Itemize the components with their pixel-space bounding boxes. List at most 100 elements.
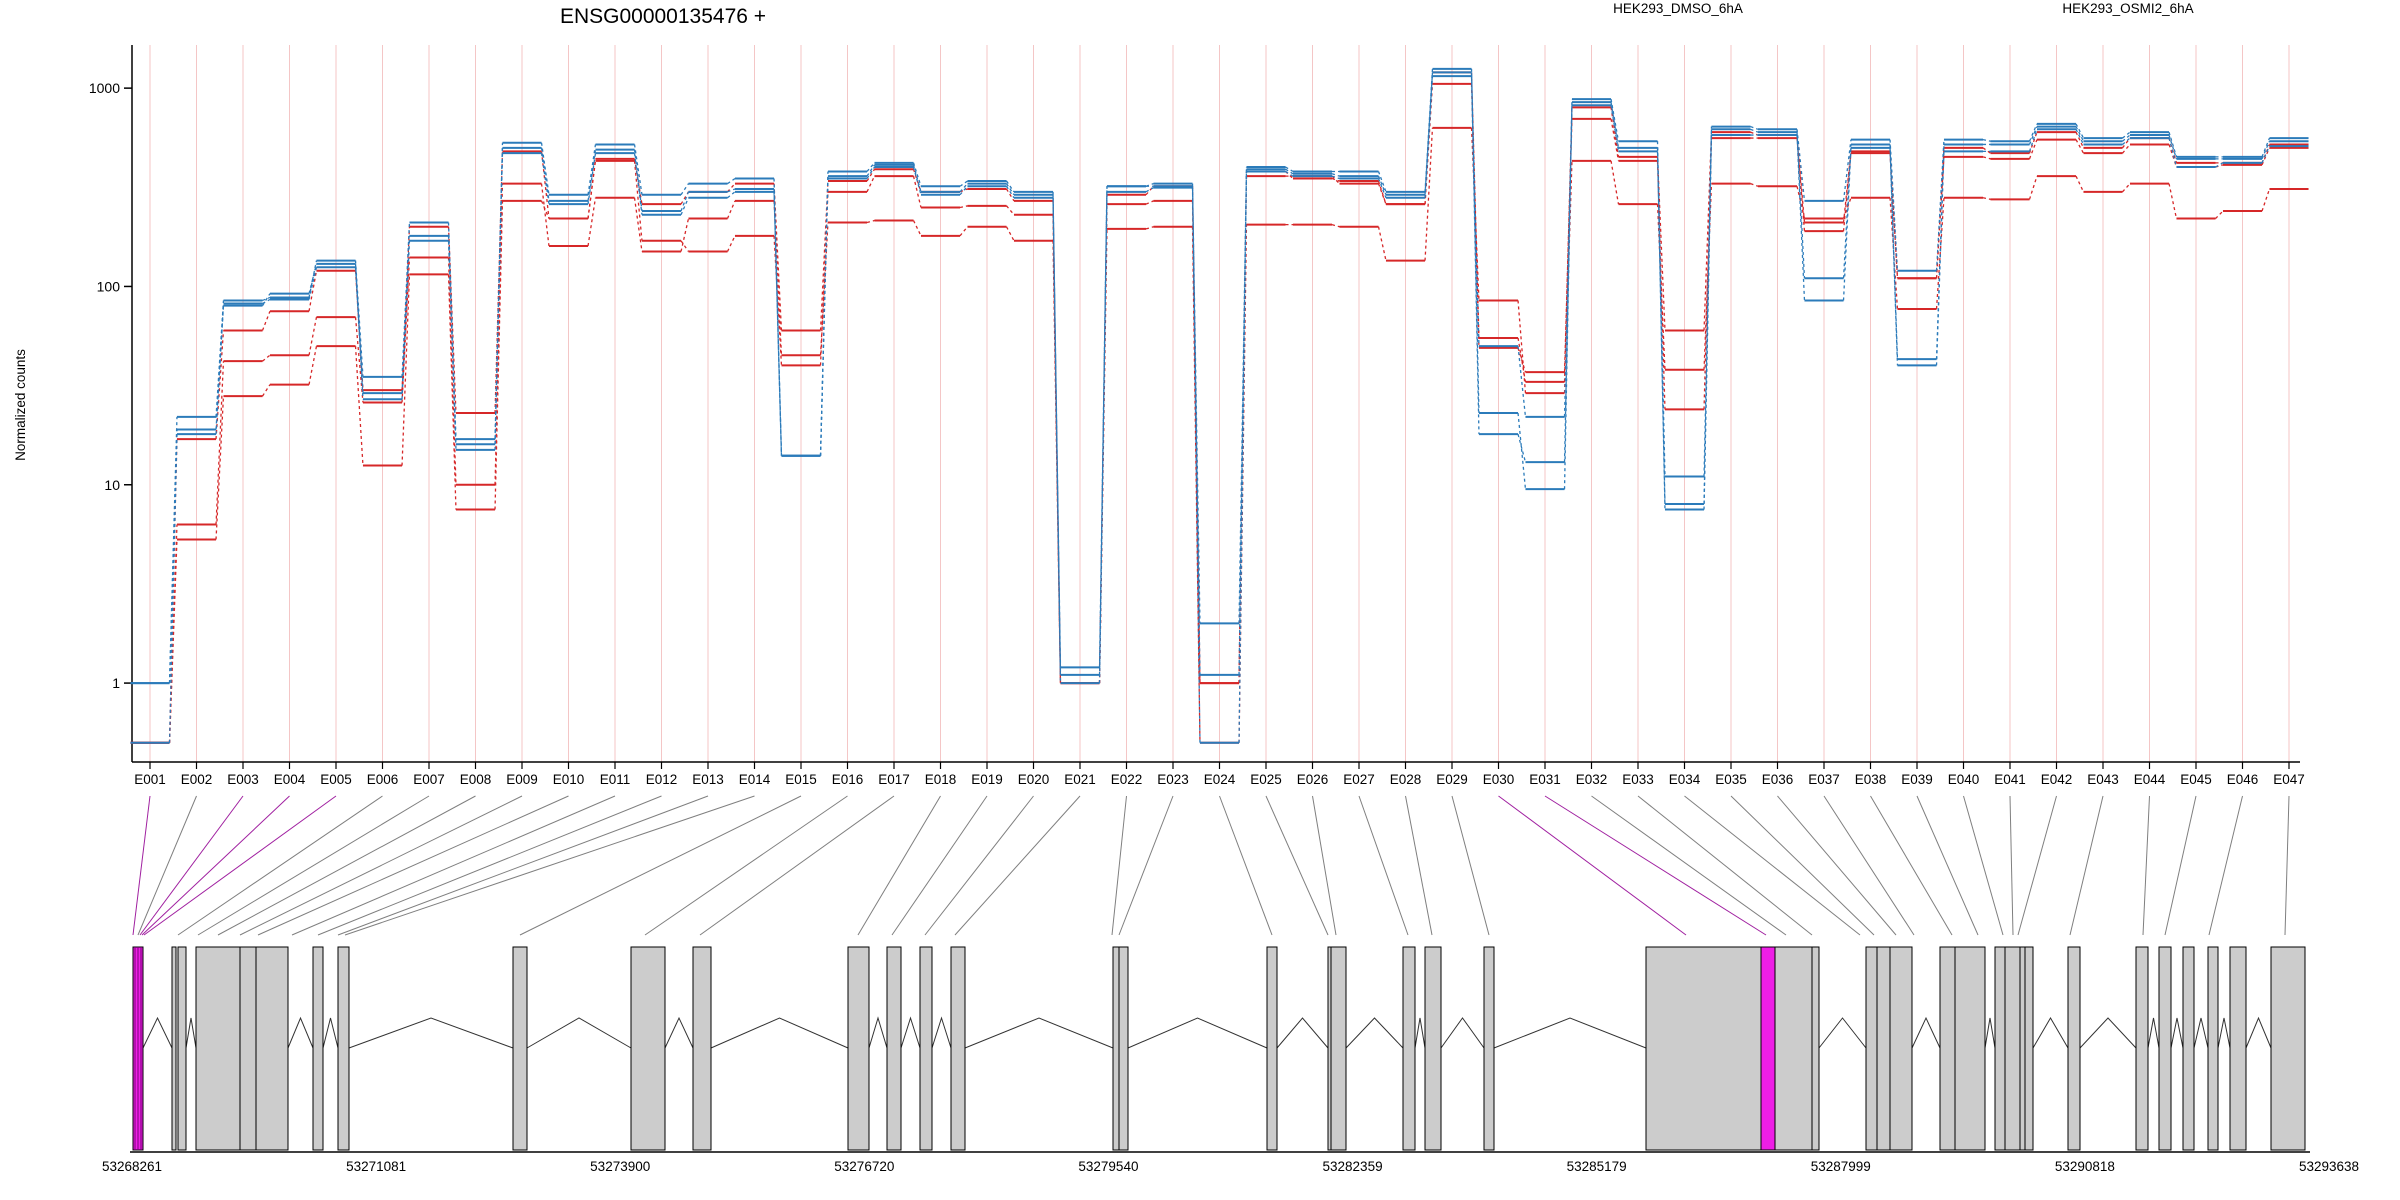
x-tick-label-E034: E034 bbox=[1669, 772, 1701, 787]
connector-E002 bbox=[137, 795, 197, 936]
connector-E025 bbox=[1265, 795, 1329, 936]
x-tick-label-E001: E001 bbox=[134, 772, 166, 787]
connector-E016 bbox=[644, 795, 848, 936]
series-connector-E020 bbox=[1052, 194, 1062, 675]
x-tick-label-E041: E041 bbox=[1994, 772, 2026, 787]
series-connector-E002 bbox=[215, 396, 225, 540]
exon-box-E027 bbox=[1811, 946, 1820, 1151]
connector-E010 bbox=[257, 795, 569, 936]
series-connector-E012 bbox=[680, 197, 690, 215]
intron-40 bbox=[2217, 1017, 2231, 1049]
series-connector-E006 bbox=[401, 240, 411, 400]
series-connector-E013 bbox=[726, 235, 736, 252]
series-connector-E013 bbox=[726, 200, 736, 219]
exon-box-E041 bbox=[2207, 946, 2219, 1151]
exon-box-E003 bbox=[177, 946, 187, 1151]
exon-box-E025 bbox=[1760, 946, 1776, 1151]
x-tick-label-E040: E040 bbox=[1948, 772, 1980, 787]
series-connector-E043 bbox=[2122, 144, 2131, 154]
x-tick-label-E003: E003 bbox=[227, 772, 259, 787]
connector-E021 bbox=[954, 795, 1081, 936]
series-connector-E005 bbox=[354, 267, 364, 400]
connector-E031 bbox=[1544, 795, 1767, 936]
x-tick-label-E042: E042 bbox=[2041, 772, 2073, 787]
grid-lines bbox=[149, 45, 2290, 762]
connector-E046 bbox=[2208, 795, 2243, 936]
series-connector-E010 bbox=[587, 149, 597, 201]
y-axis: 1 10 100 1000 bbox=[89, 45, 133, 762]
series-connector-E040 bbox=[1982, 156, 1991, 160]
x-tick-label-E002: E002 bbox=[181, 772, 213, 787]
series-connector-E023 bbox=[1191, 187, 1201, 743]
series-connector-E003 bbox=[262, 354, 271, 362]
intron-13 bbox=[931, 1016, 952, 1049]
intron-36 bbox=[2079, 1017, 2137, 1049]
series-connector-E026 bbox=[1331, 175, 1340, 185]
series-connector-E012 bbox=[680, 183, 690, 196]
series-connector-E010 bbox=[587, 153, 597, 205]
connector-E026 bbox=[1312, 795, 1337, 936]
genome-tick-1: 53271081 bbox=[346, 1159, 406, 1174]
x-tick-label-E010: E010 bbox=[553, 772, 585, 787]
series-connector-E019 bbox=[1005, 226, 1015, 242]
series-connector-E009 bbox=[540, 183, 550, 247]
intron-20 bbox=[1414, 1017, 1426, 1049]
series-connector-E012 bbox=[680, 191, 690, 205]
series-connector-E009 bbox=[540, 151, 550, 219]
series-connector-E019 bbox=[1005, 188, 1015, 202]
genome-axis: 53268261 53271081 53273900 53276720 53279540… bbox=[102, 1151, 2359, 1174]
series-connector-E016 bbox=[866, 168, 876, 182]
series-connector-E034 bbox=[1703, 135, 1713, 510]
legend-dmso[interactable]: HEK293_DMSO_6hA bbox=[1613, 1, 1743, 16]
exon-box-E014 bbox=[919, 946, 933, 1151]
exon-box-E030 bbox=[1889, 946, 1913, 1151]
series-connector-E027 bbox=[1377, 180, 1387, 205]
series-connector-E039 bbox=[1935, 139, 1945, 271]
x-tick-label-E024: E024 bbox=[1204, 772, 1236, 787]
exon-box-E011 bbox=[692, 946, 712, 1151]
connector-E042 bbox=[2017, 795, 2057, 936]
series-connector-E013 bbox=[727, 188, 736, 193]
x-tick-label-E031: E031 bbox=[1529, 772, 1561, 787]
connector-E044 bbox=[2142, 795, 2150, 936]
x-tick-label-E033: E033 bbox=[1622, 772, 1654, 787]
series-connector-E032 bbox=[1610, 107, 1620, 158]
exon-box-E033 bbox=[1994, 946, 2006, 1151]
x-tick-label-E017: E017 bbox=[878, 772, 910, 787]
series-connector-E021 bbox=[1098, 191, 1108, 684]
series-connector-E034 bbox=[1703, 183, 1713, 370]
series-connector-E035 bbox=[1750, 128, 1759, 133]
series-connector-E003 bbox=[262, 296, 271, 302]
series-connector-E028 bbox=[1424, 72, 1434, 195]
series-connector-E017 bbox=[912, 169, 922, 193]
series-connector-E017 bbox=[912, 166, 922, 195]
x-tick-label-E044: E044 bbox=[2134, 772, 2166, 787]
connector-E001 bbox=[132, 795, 151, 936]
series-connector-E003 bbox=[261, 293, 271, 307]
series-connector-E036 bbox=[1796, 132, 1806, 279]
y-tick-label-1000: 1000 bbox=[89, 80, 120, 96]
series-connector-E006 bbox=[401, 274, 411, 466]
exon-box-E012 bbox=[847, 946, 870, 1151]
exon-box-E039 bbox=[2158, 946, 2172, 1151]
x-tick-label-E026: E026 bbox=[1297, 772, 1329, 787]
genome-tick-4: 53279540 bbox=[1078, 1159, 1138, 1174]
x-tick-label-E019: E019 bbox=[971, 772, 1003, 787]
series-connector-E040 bbox=[1982, 138, 1991, 142]
series-connector-E039 bbox=[1935, 197, 1945, 310]
series-connector-E028 bbox=[1424, 127, 1434, 261]
series-connector-E009 bbox=[540, 142, 550, 195]
legend-osmi2[interactable]: HEK293_OSMI2_6hA bbox=[2062, 1, 2193, 16]
intron-19 bbox=[1345, 1017, 1404, 1049]
series-connector-E035 bbox=[1750, 183, 1759, 187]
intron-10 bbox=[710, 1017, 849, 1049]
series-connector-E013 bbox=[727, 191, 736, 199]
exon-box-E013 bbox=[886, 946, 902, 1151]
series-connector-E007 bbox=[447, 226, 457, 414]
connector-E015 bbox=[519, 795, 802, 936]
series-connector-E005 bbox=[354, 346, 364, 466]
series-connector-E016 bbox=[866, 175, 876, 193]
series-connector-E045 bbox=[2215, 162, 2224, 168]
exon-box-E042 bbox=[2229, 946, 2247, 1151]
